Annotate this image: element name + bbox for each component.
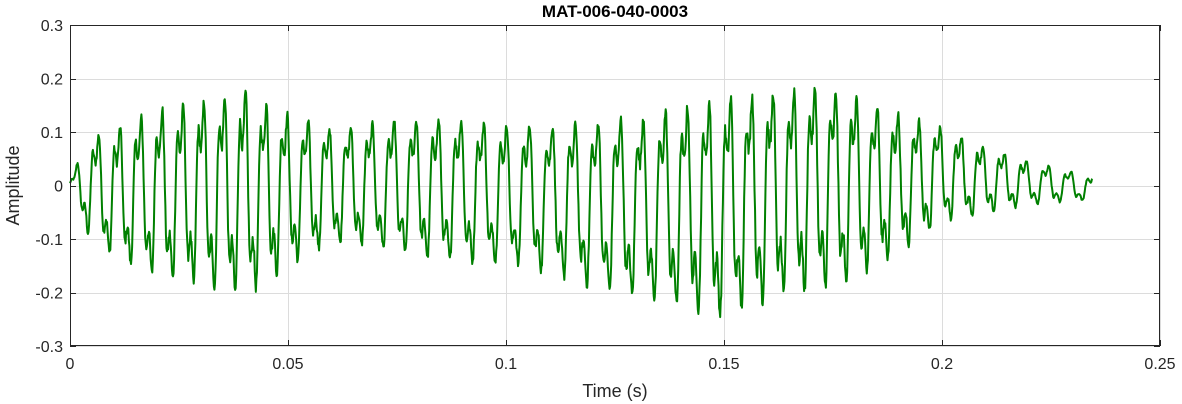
plot-border bbox=[70, 25, 1160, 346]
plot-area bbox=[70, 25, 1160, 346]
y-tick-label: 0.2 bbox=[41, 72, 63, 89]
x-tick-label: 0.25 bbox=[1144, 356, 1175, 373]
y-tick-label: 0.1 bbox=[41, 125, 63, 142]
x-tick-label: 0.15 bbox=[708, 356, 739, 373]
y-tick-label: -0.3 bbox=[35, 339, 63, 356]
x-tick-label: 0.05 bbox=[272, 356, 303, 373]
y-tick-label: -0.1 bbox=[35, 232, 63, 249]
chart-title: MAT-006-040-0003 bbox=[542, 2, 688, 21]
x-tick-label: 0 bbox=[66, 356, 75, 373]
axis-ticks: 0 0.05 0.1 0.15 0.2 0.25 -0.3 -0.2 -0.1 0 0.1 0.2 0.… bbox=[35, 18, 1175, 373]
y-axis-label: Amplitude bbox=[3, 145, 23, 225]
amplitude-series-line bbox=[69, 86, 1094, 319]
x-tick-label: 0.1 bbox=[495, 356, 517, 373]
y-tick-label: -0.2 bbox=[35, 286, 63, 303]
x-axis-label: Time (s) bbox=[582, 381, 647, 401]
y-tick-label: 0 bbox=[54, 179, 63, 196]
y-tick-label: 0.3 bbox=[41, 18, 63, 35]
x-tick-label: 0.2 bbox=[931, 356, 953, 373]
